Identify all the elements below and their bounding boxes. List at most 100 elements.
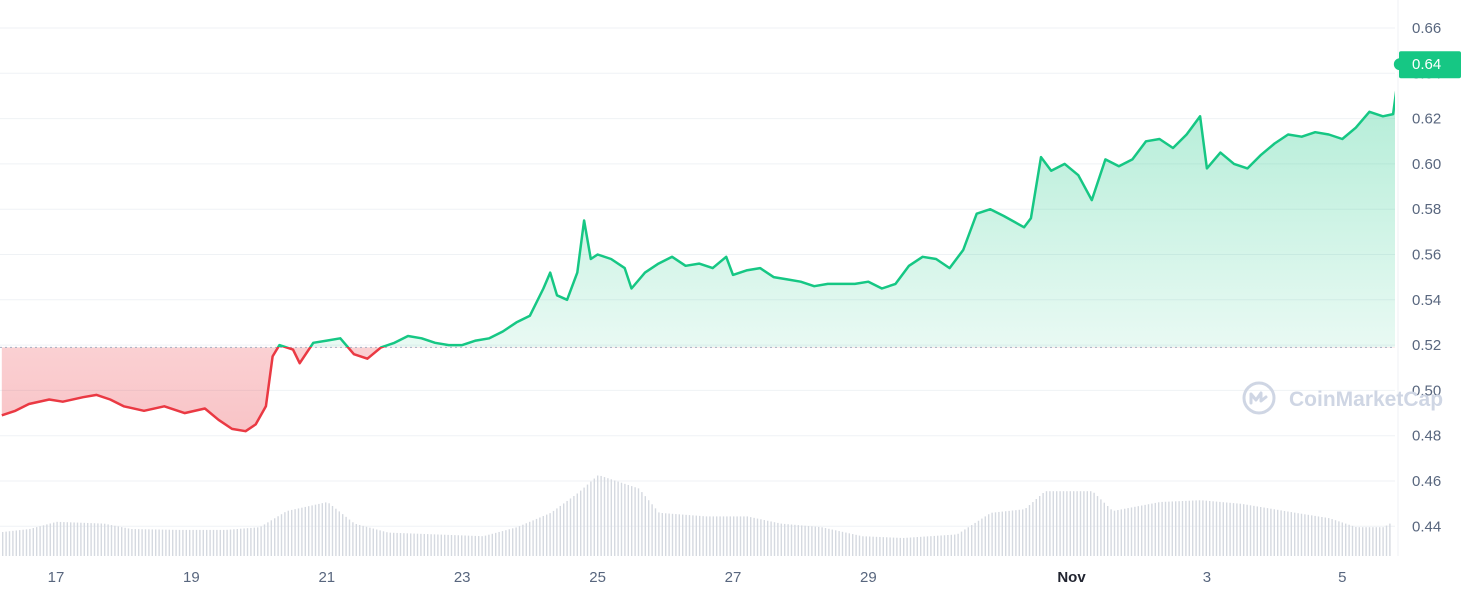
volume-bar-22 <box>76 522 79 556</box>
volume-bar-297 <box>1011 510 1014 556</box>
volume-bar-248 <box>845 532 847 556</box>
volume-bar-37 <box>127 528 130 556</box>
volume-bar-304 <box>1035 499 1037 556</box>
volume-bar-3 <box>12 530 14 556</box>
volume-bar-193 <box>658 512 660 556</box>
volume-bar-40 <box>138 529 140 556</box>
volume-bar-131 <box>447 534 449 556</box>
volume-bar-264 <box>899 537 901 556</box>
volume-bar-293 <box>998 511 1000 556</box>
volume-bar-229 <box>780 523 782 556</box>
volume-bar-140 <box>478 536 480 556</box>
volume-bar-315 <box>1073 491 1075 556</box>
x-tick-label-8: 3 <box>1203 569 1211 586</box>
volume-bar-341 <box>1161 501 1163 556</box>
volume-bar-237 <box>807 526 810 556</box>
volume-bar-263 <box>896 537 898 556</box>
volume-bar-34 <box>117 526 119 556</box>
volume-bar-110 <box>376 529 378 556</box>
volume-bar-167 <box>569 498 572 556</box>
volume-bar-373 <box>1270 508 1272 556</box>
volume-bar-130 <box>444 534 446 556</box>
volume-bar-234 <box>797 525 799 556</box>
volume-bar-375 <box>1277 509 1279 556</box>
volume-bar-123 <box>420 533 422 556</box>
volume-bar-300 <box>1022 509 1024 556</box>
y-tick-label-5: 0.56 <box>1412 247 1441 264</box>
x-axis: 17 19 21 23 25 27 29 Nov 3 5 <box>48 569 1347 586</box>
volume-bar-278 <box>947 535 949 556</box>
volume-bar-310 <box>1056 491 1058 556</box>
volume-bar-372 <box>1266 508 1269 556</box>
volume-bar-151 <box>515 527 517 556</box>
y-axis: 0.66 0.64 0.62 0.60 0.58 0.56 0.54 0.52 0.50 0.48… <box>1412 20 1441 535</box>
volume-bar-306 <box>1042 492 1044 556</box>
volume-bar-163 <box>556 508 558 556</box>
volume-bar-42 <box>144 529 147 556</box>
volume-bar-70 <box>240 528 242 556</box>
volume-bar-79 <box>270 520 272 556</box>
volume-bar-222 <box>756 518 759 556</box>
volume-bar-154 <box>525 523 527 556</box>
volume-bar-277 <box>943 535 946 556</box>
volume-bar-145 <box>495 532 497 556</box>
volume-bar-120 <box>410 533 412 556</box>
volume-bar-25 <box>87 522 89 556</box>
volume-bar-16 <box>56 521 58 556</box>
volume-bar-216 <box>736 516 738 556</box>
line-segment-up <box>276 90 1395 347</box>
volume-bar-170 <box>580 490 582 556</box>
volume-bar-55 <box>189 529 191 556</box>
volume-bar-381 <box>1297 513 1299 556</box>
volume-bar-228 <box>777 522 779 556</box>
volume-bar-313 <box>1066 491 1068 556</box>
volume-bar-142 <box>484 535 487 556</box>
volume-bar-379 <box>1290 512 1292 556</box>
volume-bar-35 <box>121 527 123 556</box>
volume-bar-82 <box>280 514 283 556</box>
volume-bar-262 <box>892 537 895 556</box>
volume-bar-196 <box>668 513 670 556</box>
volume-bar-48 <box>165 529 167 556</box>
volume-bar-311 <box>1059 491 1061 556</box>
volume-bar-367 <box>1249 505 1252 556</box>
volume-bar-291 <box>991 512 993 556</box>
volume-bar-182 <box>620 482 623 556</box>
x-tick-label-7: Nov <box>1057 569 1086 586</box>
volume-bar-219 <box>746 516 748 556</box>
volume-bar-330 <box>1124 508 1126 556</box>
volume-bar-230 <box>784 523 786 556</box>
volume-bar-71 <box>243 528 245 556</box>
volume-bar-359 <box>1222 502 1224 556</box>
volume-bar-181 <box>617 481 619 556</box>
volume-bar-332 <box>1130 507 1133 556</box>
volume-bar-364 <box>1239 503 1241 556</box>
volume-bar-223 <box>760 519 762 556</box>
volume-bar-58 <box>199 529 201 556</box>
volume-bar-251 <box>855 534 857 556</box>
volume-bar-127 <box>433 534 436 556</box>
volume-bar-1 <box>5 531 7 556</box>
volume-bar-183 <box>624 483 626 556</box>
volume-bar-320 <box>1090 491 1092 556</box>
volume-bar-363 <box>1236 503 1238 556</box>
volume-bar-211 <box>719 516 721 556</box>
volume-bar-141 <box>481 536 483 556</box>
y-tick-label-11: 0.44 <box>1412 518 1441 535</box>
volume-bar-265 <box>903 537 905 556</box>
volume-bar-400 <box>1362 527 1364 556</box>
volume-bar-62 <box>212 529 215 556</box>
volume-bar-160 <box>546 514 548 556</box>
volume-bar-387 <box>1317 516 1320 556</box>
volume-bar-403 <box>1372 527 1374 556</box>
volume-bar-117 <box>399 533 402 556</box>
volume-bar-119 <box>406 533 408 556</box>
volume-bar-241 <box>821 527 823 556</box>
volume-bar-64 <box>219 529 221 556</box>
y-tick-label-8: 0.50 <box>1412 382 1441 399</box>
volume-bar-292 <box>994 512 997 556</box>
volume-bar-21 <box>73 522 75 556</box>
volume-bar-212 <box>722 516 725 556</box>
x-tick-label-4: 25 <box>589 569 606 586</box>
volume-bar-352 <box>1198 500 1201 556</box>
